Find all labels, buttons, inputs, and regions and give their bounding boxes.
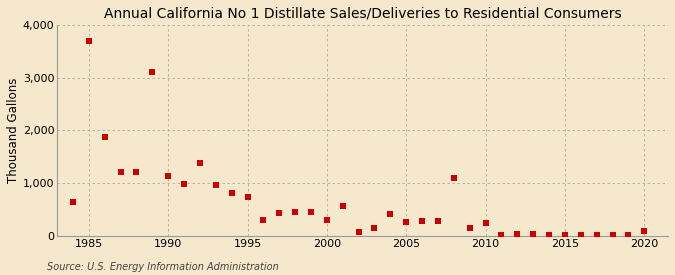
- Point: [401, 220, 412, 224]
- Point: [274, 211, 285, 215]
- Point: [68, 200, 78, 204]
- Point: [147, 70, 158, 74]
- Point: [369, 226, 380, 230]
- Point: [321, 218, 332, 222]
- Point: [131, 170, 142, 174]
- Point: [290, 210, 300, 214]
- Point: [338, 204, 348, 209]
- Y-axis label: Thousand Gallons: Thousand Gallons: [7, 78, 20, 183]
- Point: [591, 233, 602, 237]
- Point: [575, 233, 586, 237]
- Point: [385, 212, 396, 216]
- Point: [416, 219, 427, 224]
- Point: [258, 218, 269, 222]
- Point: [607, 233, 618, 237]
- Point: [496, 233, 507, 237]
- Point: [464, 226, 475, 230]
- Point: [433, 219, 443, 224]
- Point: [543, 233, 554, 237]
- Point: [211, 183, 221, 188]
- Point: [512, 232, 522, 237]
- Point: [480, 221, 491, 225]
- Point: [194, 161, 205, 165]
- Point: [179, 182, 190, 186]
- Point: [306, 210, 317, 214]
- Title: Annual California No 1 Distillate Sales/Deliveries to Residential Consumers: Annual California No 1 Distillate Sales/…: [104, 7, 622, 21]
- Point: [115, 169, 126, 174]
- Point: [84, 39, 95, 43]
- Point: [528, 232, 539, 237]
- Text: Source: U.S. Energy Information Administration: Source: U.S. Energy Information Administ…: [47, 262, 279, 272]
- Point: [639, 229, 649, 233]
- Point: [448, 176, 459, 181]
- Point: [560, 232, 570, 237]
- Point: [226, 191, 237, 195]
- Point: [242, 195, 253, 199]
- Point: [623, 233, 634, 237]
- Point: [99, 135, 110, 139]
- Point: [353, 230, 364, 234]
- Point: [163, 174, 173, 178]
